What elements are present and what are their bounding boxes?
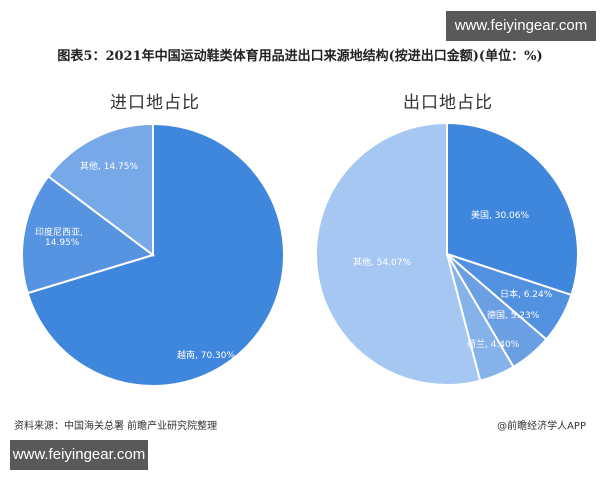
label-netherlands: 荷兰, 4.40% [467, 340, 520, 350]
label-indonesia-value: 14.95% [45, 238, 80, 248]
label-usa: 美国, 30.06% [471, 211, 530, 221]
import-pie-title: 进口地占比 [110, 93, 200, 113]
pie-slice-其他 [315, 121, 482, 386]
import-pie [21, 122, 285, 387]
export-pie [315, 121, 579, 386]
label-japan: 日本, 6.24% [500, 290, 553, 300]
brand-credit: @前瞻经济学人APP [497, 421, 586, 432]
pie-slice-越南 [26, 122, 285, 387]
watermark-bottom: www.feiyingear.com [10, 440, 148, 470]
chart-title: 图表5：2021年中国运动鞋类体育用品进出口来源地结构(按进出口金额)(单位：%… [57, 49, 543, 64]
pie-slice-其他 [46, 122, 154, 258]
label-vietnam: 越南, 70.30% [177, 351, 236, 361]
pie-slice-印度尼西亚 [21, 174, 156, 295]
label-germany: 德国, 5.23% [487, 311, 540, 321]
label-indonesia-name: 印度尼西亚, [35, 228, 83, 238]
pie-slice-美国 [446, 121, 579, 297]
label-export-other: 其他, 54.07% [353, 258, 412, 268]
export-pie-title: 出口地占比 [403, 93, 493, 113]
watermark-top: www.feiyingear.com [446, 11, 596, 41]
label-import-other: 其他, 14.75% [80, 162, 139, 172]
source-note: 资料来源：中国海关总署 前瞻产业研究院整理 [14, 421, 218, 432]
